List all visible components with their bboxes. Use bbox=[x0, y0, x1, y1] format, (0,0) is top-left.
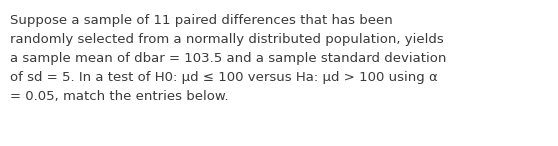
Text: Suppose a sample of 11 paired differences that has been
randomly selected from a: Suppose a sample of 11 paired difference… bbox=[10, 14, 446, 103]
